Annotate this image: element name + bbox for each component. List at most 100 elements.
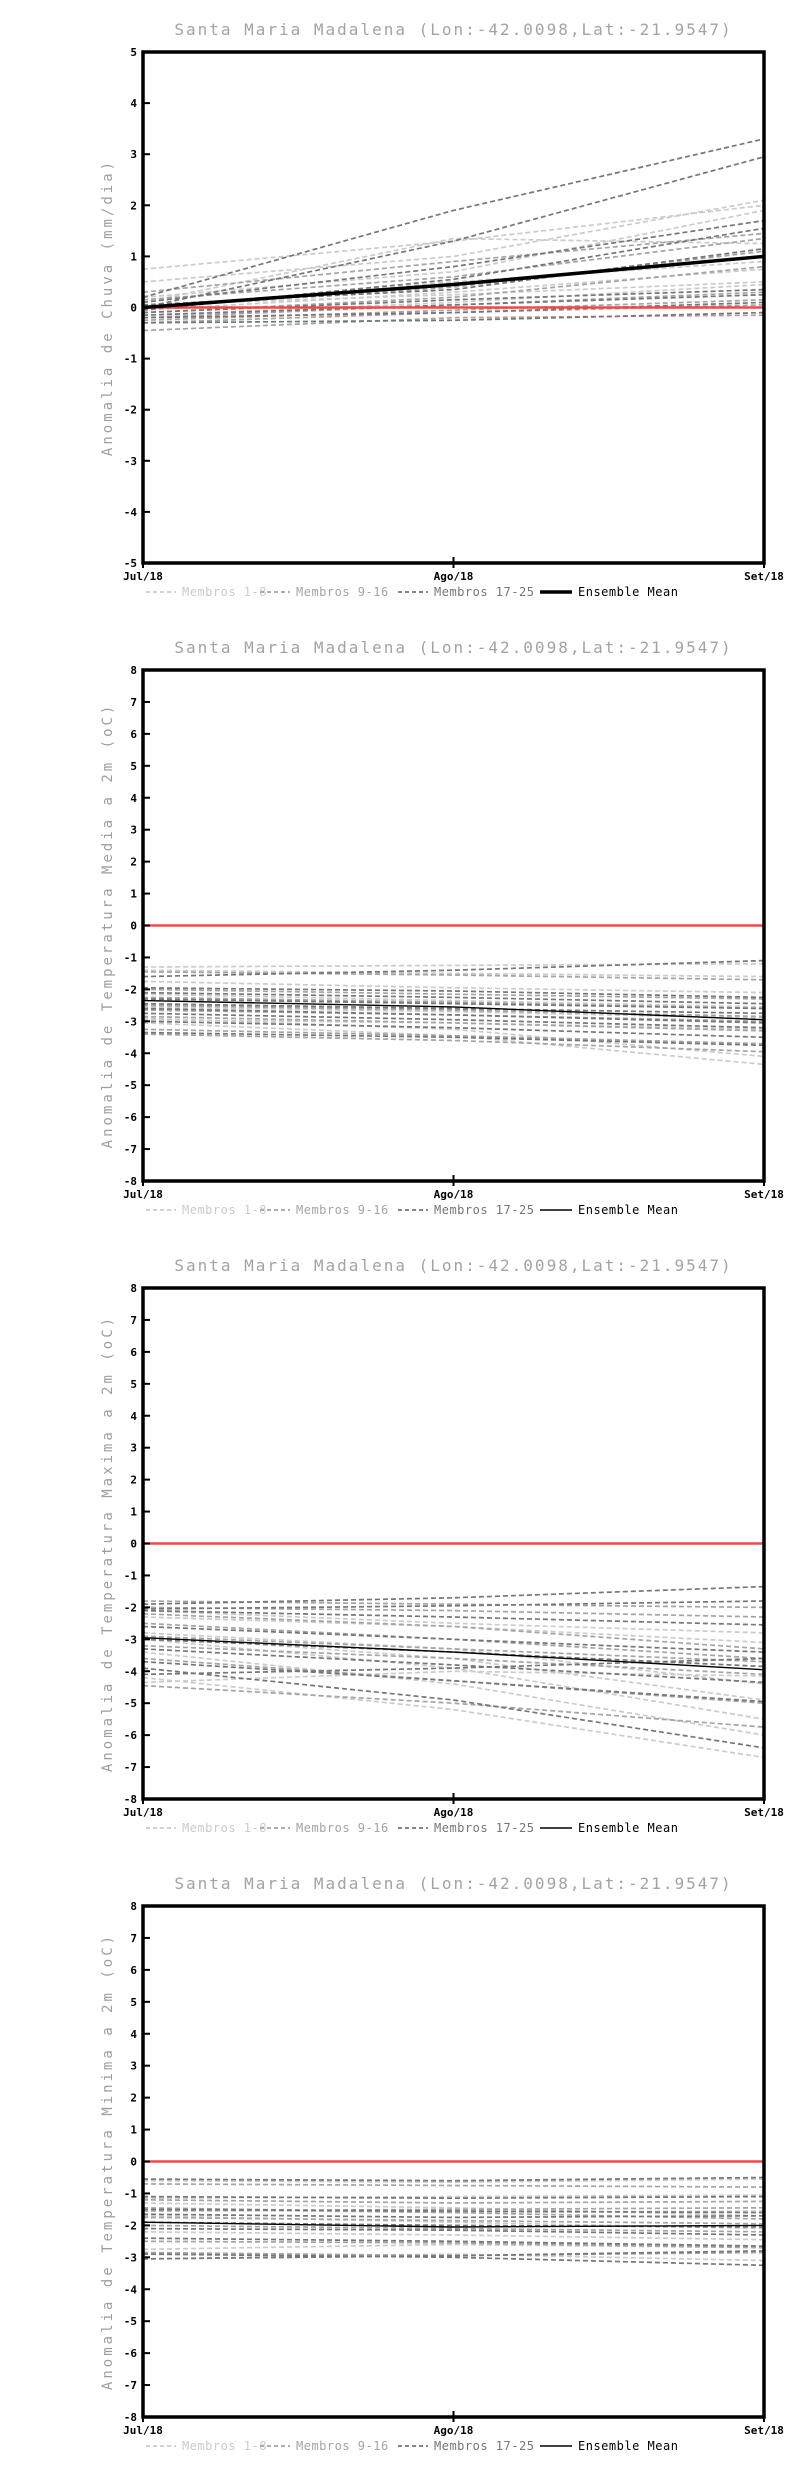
chart-title: Santa Maria Madalena (Lon:-42.0098,Lat:-… <box>174 638 733 657</box>
ensemble-member-line <box>142 959 765 978</box>
x-tick-label: Ago/18 <box>434 1806 474 1819</box>
plot-border <box>141 668 766 1183</box>
legend-label: Membros 9-16 <box>296 1821 389 1835</box>
y-tick-label: 1 <box>130 1506 137 1519</box>
ensemble-member-line <box>142 969 765 978</box>
ensemble-member-line <box>142 1644 765 1676</box>
x-tick-label: Set/18 <box>744 2424 784 2437</box>
ensemble-member-line <box>142 1017 765 1058</box>
y-tick-label: 1 <box>130 888 137 901</box>
ensemble-member-line <box>142 204 765 271</box>
y-tick-label: 2 <box>130 2092 137 2105</box>
ensemble-member-line <box>142 970 765 981</box>
ensemble-member-line <box>142 209 765 299</box>
ensemble-member-line <box>142 2253 765 2267</box>
ensemble-member-line <box>142 1600 765 1610</box>
chart-min-temperature-anomaly: Santa Maria Madalena (Lon:-42.0098,Lat:-… <box>0 1854 800 2472</box>
ensemble-member-line <box>142 2208 765 2214</box>
ensemble-member-line <box>142 1676 765 1759</box>
chart-canvas: -8 -7 -6 -5 -4 -3 -2 -1 0 1 2 3 4 5 6 7 8 Jul/18 Ago/18 Set… <box>100 1900 784 2453</box>
legend-label: Ensemble Mean <box>578 2439 678 2453</box>
ensemble-member-line <box>142 1585 765 1606</box>
ensemble-mean-line <box>142 999 765 1021</box>
ensemble-member-line <box>142 1648 765 1684</box>
ensemble-member-line <box>142 2176 765 2182</box>
legend-label: Ensemble Mean <box>578 1203 678 1217</box>
y-tick-label: -2 <box>124 2219 137 2232</box>
ensemble-member-line <box>142 962 765 968</box>
y-tick-label: 2 <box>130 1474 137 1487</box>
ensemble-mean-line <box>142 1637 765 1671</box>
y-tick-label: 8 <box>130 664 137 677</box>
ensemble-member-line <box>142 1606 765 1618</box>
x-tick-label: Set/18 <box>744 1188 784 1201</box>
ensemble-member-line <box>142 2253 765 2262</box>
y-tick-label: 4 <box>130 792 137 805</box>
y-tick-label: 3 <box>130 1442 137 1455</box>
y-tick-label: 6 <box>130 1346 137 1359</box>
y-tick-label: -6 <box>124 2347 138 2360</box>
ensemble-member-line <box>142 155 765 309</box>
chart-max-temperature-anomaly: Santa Maria Madalena (Lon:-42.0098,Lat:-… <box>0 1236 800 1854</box>
ensemble-member-line <box>142 1015 765 1032</box>
chart-canvas: -8 -7 -6 -5 -4 -3 -2 -1 0 1 2 3 4 5 6 7 8 Jul/18 Ago/18 Set… <box>100 664 784 1217</box>
ensemble-member-line <box>142 2198 765 2204</box>
y-tick-label: -8 <box>124 1175 137 1188</box>
ensemble-member-line <box>142 1612 765 1650</box>
plot-border <box>141 1904 766 2419</box>
y-tick-label: 2 <box>130 856 137 869</box>
y-tick-label: 4 <box>130 2028 137 2041</box>
chart-title: Santa Maria Madalena (Lon:-42.0098,Lat:-… <box>174 20 733 39</box>
ensemble-member-line <box>142 2240 765 2249</box>
ensemble-member-line <box>142 1667 765 1749</box>
y-tick-label: -2 <box>124 983 137 996</box>
chart-canvas: -5 -4 -3 -2 -1 0 1 2 3 4 5 Jul/18 Ago/18 Set/18 Anomal… <box>100 46 784 599</box>
ensemble-mean-line <box>142 2221 765 2228</box>
ensemble-member-line <box>142 1684 765 1728</box>
y-tick-label: 5 <box>130 46 137 59</box>
ensemble-member-line <box>142 2227 765 2236</box>
ensemble-mean-line <box>142 254 765 310</box>
x-tick-label: Ago/18 <box>434 1188 474 1201</box>
y-tick-label: -4 <box>124 2283 138 2296</box>
y-tick-label: 0 <box>130 2156 137 2169</box>
y-tick-label: -1 <box>124 2187 138 2200</box>
y-tick-label: -7 <box>124 1143 137 1156</box>
ensemble-member-line <box>142 2206 765 2212</box>
y-tick-label: -2 <box>124 404 137 417</box>
legend-label: Membros 17-25 <box>434 1203 534 1217</box>
y-tick-label: 8 <box>130 1282 137 1295</box>
ensemble-member-line <box>142 2194 765 2200</box>
ensemble-member-line <box>142 2243 765 2251</box>
y-axis-label: Anomalia de Temperatura Maxima a 2m (oC) <box>100 1315 116 1772</box>
ensemble-member-line <box>142 1651 765 1736</box>
y-tick-label: -3 <box>124 2251 137 2264</box>
y-tick-label: -6 <box>124 1111 138 1124</box>
y-tick-label: -7 <box>124 2379 137 2392</box>
chart-mean-temperature-anomaly: Santa Maria Madalena (Lon:-42.0098,Lat:-… <box>0 618 800 1236</box>
y-axis-label: Anomalia de Temperatura Media a 2m (oC) <box>100 703 116 1149</box>
ensemble-member-line <box>142 314 765 332</box>
y-tick-label: -1 <box>124 353 138 366</box>
legend-label: Membros 17-25 <box>434 585 534 599</box>
ensemble-member-line <box>142 2206 765 2220</box>
ensemble-member-line <box>142 2250 765 2260</box>
y-tick-label: 5 <box>130 760 137 773</box>
y-tick-label: -4 <box>124 1047 138 1060</box>
plot-border <box>141 50 766 565</box>
y-tick-label: -7 <box>124 1761 137 1774</box>
legend-label: Membros 9-16 <box>296 585 389 599</box>
y-tick-label: -5 <box>124 2315 137 2328</box>
y-tick-label: -4 <box>124 506 138 519</box>
legend-label: Ensemble Mean <box>578 585 678 599</box>
chart-precipitation-anomaly: Santa Maria Madalena (Lon:-42.0098,Lat:-… <box>0 0 800 618</box>
x-tick-label: Ago/18 <box>434 570 474 583</box>
y-tick-label: -5 <box>124 1697 137 1710</box>
x-tick-label: Jul/18 <box>123 1806 163 1819</box>
y-tick-label: 6 <box>130 728 137 741</box>
x-tick-label: Set/18 <box>744 570 784 583</box>
y-tick-label: -8 <box>124 2411 137 2424</box>
y-tick-label: 5 <box>130 1996 137 2009</box>
ensemble-member-line <box>142 237 765 304</box>
x-tick-label: Jul/18 <box>123 2424 163 2437</box>
